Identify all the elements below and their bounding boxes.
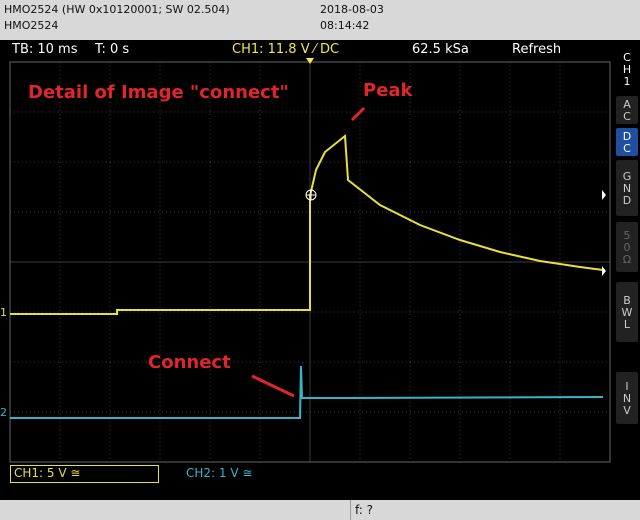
menu-button[interactable]: DC <box>616 128 638 156</box>
menu-button[interactable]: AC <box>616 96 638 124</box>
ch1-trace <box>10 134 604 315</box>
sample-rate: 62.5 kSa <box>412 42 469 57</box>
annotation-title: Detail of Image "connect" <box>28 82 289 103</box>
menu-button[interactable]: BWL <box>616 282 638 342</box>
ch2-marker: 2 <box>0 406 7 419</box>
trigger-marker <box>306 58 314 64</box>
frequency: f: ? <box>350 500 373 520</box>
menu-button[interactable]: INV <box>616 372 638 424</box>
trigger-time: T: 0 s <box>95 42 130 57</box>
annotation-arrow <box>350 106 366 122</box>
footer-bar: f: ? <box>0 500 640 520</box>
channel-label: CH1 <box>616 46 638 92</box>
annotation-connect: Connect <box>148 352 231 373</box>
acq-mode: Refresh <box>512 42 562 57</box>
ch1-scale[interactable]: CH1: 5 V ≅ <box>10 465 159 483</box>
menu-button[interactable]: 50Ω <box>616 222 638 272</box>
header-bar: HMO2524 (HW 0x10120001; SW 02.504) HMO25… <box>0 0 640 40</box>
edge-marker <box>602 190 606 200</box>
edge-marker <box>602 266 606 276</box>
model: HMO2524 <box>4 19 59 32</box>
ch2-trace <box>10 365 604 419</box>
annotation-peak: Peak <box>363 80 413 101</box>
grid <box>10 62 610 462</box>
waveform-display <box>9 58 611 463</box>
ch2-scale[interactable]: CH2: 1 V ≅ <box>186 466 253 480</box>
trigger-setting: CH1: 11.8 V ⁄ DC <box>232 42 340 57</box>
time: 08:14:42 <box>320 19 370 32</box>
date: 2018-08-03 <box>320 3 384 16</box>
timebase: TB: 10 ms <box>12 42 78 57</box>
device-info: HMO2524 (HW 0x10120001; SW 02.504) <box>4 3 230 16</box>
annotation-arrow <box>251 374 295 398</box>
menu-button[interactable]: GND <box>616 160 638 216</box>
ch1-marker: 1 <box>0 306 7 319</box>
